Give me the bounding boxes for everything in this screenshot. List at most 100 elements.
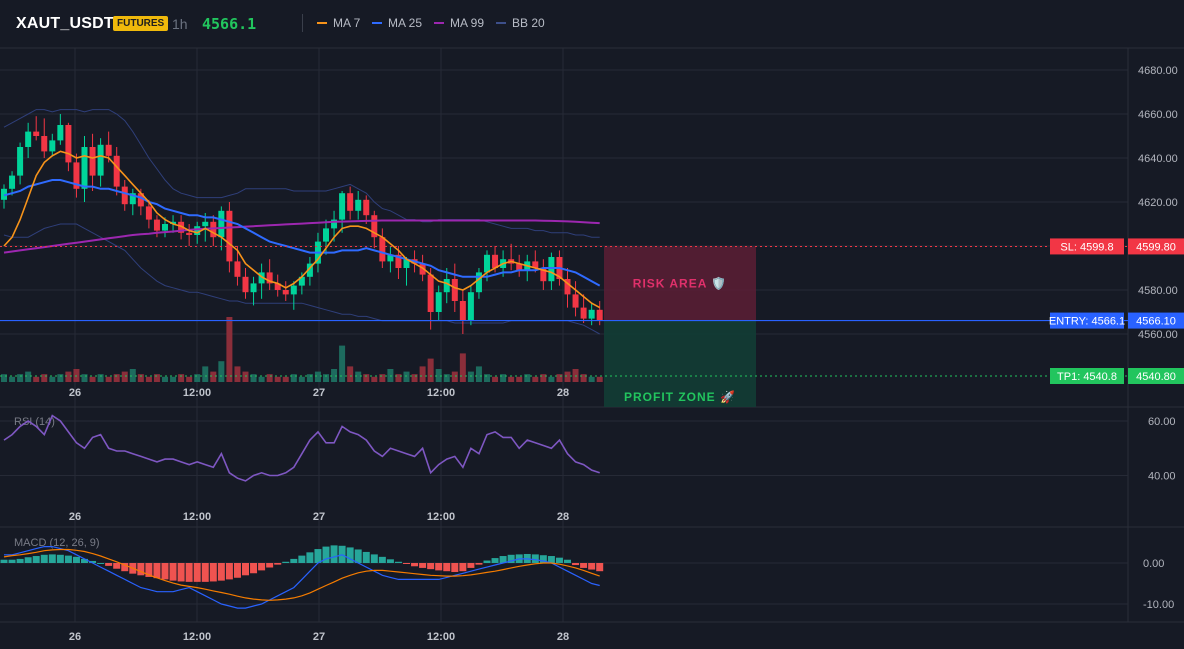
candle-body[interactable] [298, 276, 305, 286]
candle-body[interactable] [459, 301, 466, 321]
candle-body[interactable] [153, 219, 160, 231]
volume-bar [371, 376, 378, 382]
candle-body[interactable] [258, 272, 265, 284]
macd-histogram-bar [137, 563, 145, 576]
candle-body[interactable] [121, 186, 128, 205]
candle-body[interactable] [242, 276, 249, 293]
candle-body[interactable] [564, 279, 571, 295]
legend-ma99[interactable]: MA 99 [434, 16, 484, 30]
macd-histogram-bar [40, 554, 48, 563]
candle-body[interactable] [540, 268, 547, 282]
candle-body[interactable] [1, 188, 7, 200]
candle-body[interactable] [435, 292, 442, 312]
candle-body[interactable] [73, 162, 80, 189]
candle-body[interactable] [170, 221, 177, 224]
candle-body[interactable] [226, 210, 233, 262]
candle-body[interactable] [443, 279, 450, 293]
entry-tag-bg[interactable] [1050, 312, 1124, 329]
candle-body[interactable] [17, 147, 24, 176]
candle-body[interactable] [65, 125, 72, 163]
candle-body[interactable] [572, 294, 579, 308]
macd-histogram-bar [306, 552, 314, 563]
legend-ma7-label: MA 7 [333, 16, 361, 30]
candle-body[interactable] [371, 215, 378, 238]
candle-body[interactable] [596, 309, 603, 321]
candle-body[interactable] [427, 274, 434, 312]
candle-body[interactable] [347, 193, 354, 211]
candle-body[interactable] [202, 221, 209, 227]
candle-body[interactable] [323, 228, 329, 242]
candle-body[interactable] [387, 254, 394, 262]
candle-body[interactable] [580, 307, 587, 319]
candle-body[interactable] [331, 219, 338, 229]
time-axis-label: 12:00 [183, 387, 211, 399]
candle-body[interactable] [186, 232, 193, 235]
candle-body[interactable] [81, 147, 88, 189]
candle-body[interactable] [145, 206, 152, 220]
candle-body[interactable] [516, 263, 523, 271]
candle-body[interactable] [355, 199, 362, 211]
candle-body[interactable] [419, 263, 426, 275]
volume-bar [435, 369, 442, 382]
sl-price-label: 4599.80 [1136, 241, 1176, 253]
candle-body[interactable] [97, 144, 104, 176]
candle-body[interactable] [57, 125, 64, 141]
macd-histogram-bar [322, 546, 330, 563]
tp1-tag-bg[interactable] [1050, 368, 1124, 384]
sl-tag-bg[interactable] [1050, 238, 1124, 255]
candle-body[interactable] [194, 226, 201, 235]
candle-body[interactable] [339, 193, 346, 220]
legend-ma25[interactable]: MA 25 [372, 16, 422, 30]
candle-body[interactable] [9, 175, 16, 189]
candle-body[interactable] [129, 193, 136, 205]
candle-body[interactable] [41, 136, 48, 152]
candle-body[interactable] [105, 144, 112, 156]
candle-body[interactable] [210, 221, 217, 238]
candle-body[interactable] [379, 237, 386, 262]
candle-body[interactable] [25, 131, 32, 147]
header-divider [302, 14, 303, 32]
candle-body[interactable] [218, 210, 225, 238]
candle-body[interactable] [548, 257, 555, 282]
timeframe-selector[interactable]: 1h [172, 16, 188, 32]
volume-bar [580, 374, 587, 382]
candle-body[interactable] [451, 279, 458, 301]
time-axis-label: 28 [557, 387, 569, 399]
candle-body[interactable] [290, 285, 297, 295]
candle-body[interactable] [282, 290, 289, 295]
candle-body[interactable] [274, 283, 281, 290]
candle-body[interactable] [532, 261, 539, 268]
macd-histogram-bar [403, 563, 410, 564]
candle-body[interactable] [49, 140, 56, 152]
candle-body[interactable] [484, 254, 490, 273]
last-price: 4566.1 [202, 15, 257, 33]
candle-body[interactable] [162, 224, 168, 231]
candle-body[interactable] [137, 193, 144, 207]
volume-bar [427, 358, 434, 382]
legend-ma7[interactable]: MA 7 [317, 16, 360, 30]
candle-body[interactable] [492, 254, 499, 268]
candle-body[interactable] [475, 272, 482, 293]
candle-body[interactable] [306, 263, 313, 277]
candle-body[interactable] [395, 254, 402, 268]
candle-body[interactable] [178, 221, 185, 233]
macd-histogram-bar [378, 556, 386, 563]
candle-body[interactable] [403, 259, 410, 268]
candle-body[interactable] [363, 199, 370, 216]
volume-bar [355, 371, 362, 382]
candle-body[interactable] [250, 283, 257, 293]
symbol-name[interactable]: XAUT_USDT [16, 15, 114, 32]
volume-bar [170, 376, 177, 382]
candle-body[interactable] [113, 155, 120, 187]
macd-histogram-bar [427, 563, 435, 570]
legend-bb20[interactable]: BB 20 [496, 16, 545, 30]
entry-price-bg [1128, 312, 1184, 329]
candle-body[interactable] [266, 272, 273, 284]
candle-body[interactable] [467, 292, 474, 321]
trade-zones: RISK AREA 🛡️ PROFIT ZONE 🚀 [604, 246, 756, 407]
candle-body[interactable] [33, 131, 40, 136]
candle-body[interactable] [234, 261, 241, 277]
candle-body[interactable] [89, 147, 96, 176]
candle-body[interactable] [588, 309, 595, 319]
